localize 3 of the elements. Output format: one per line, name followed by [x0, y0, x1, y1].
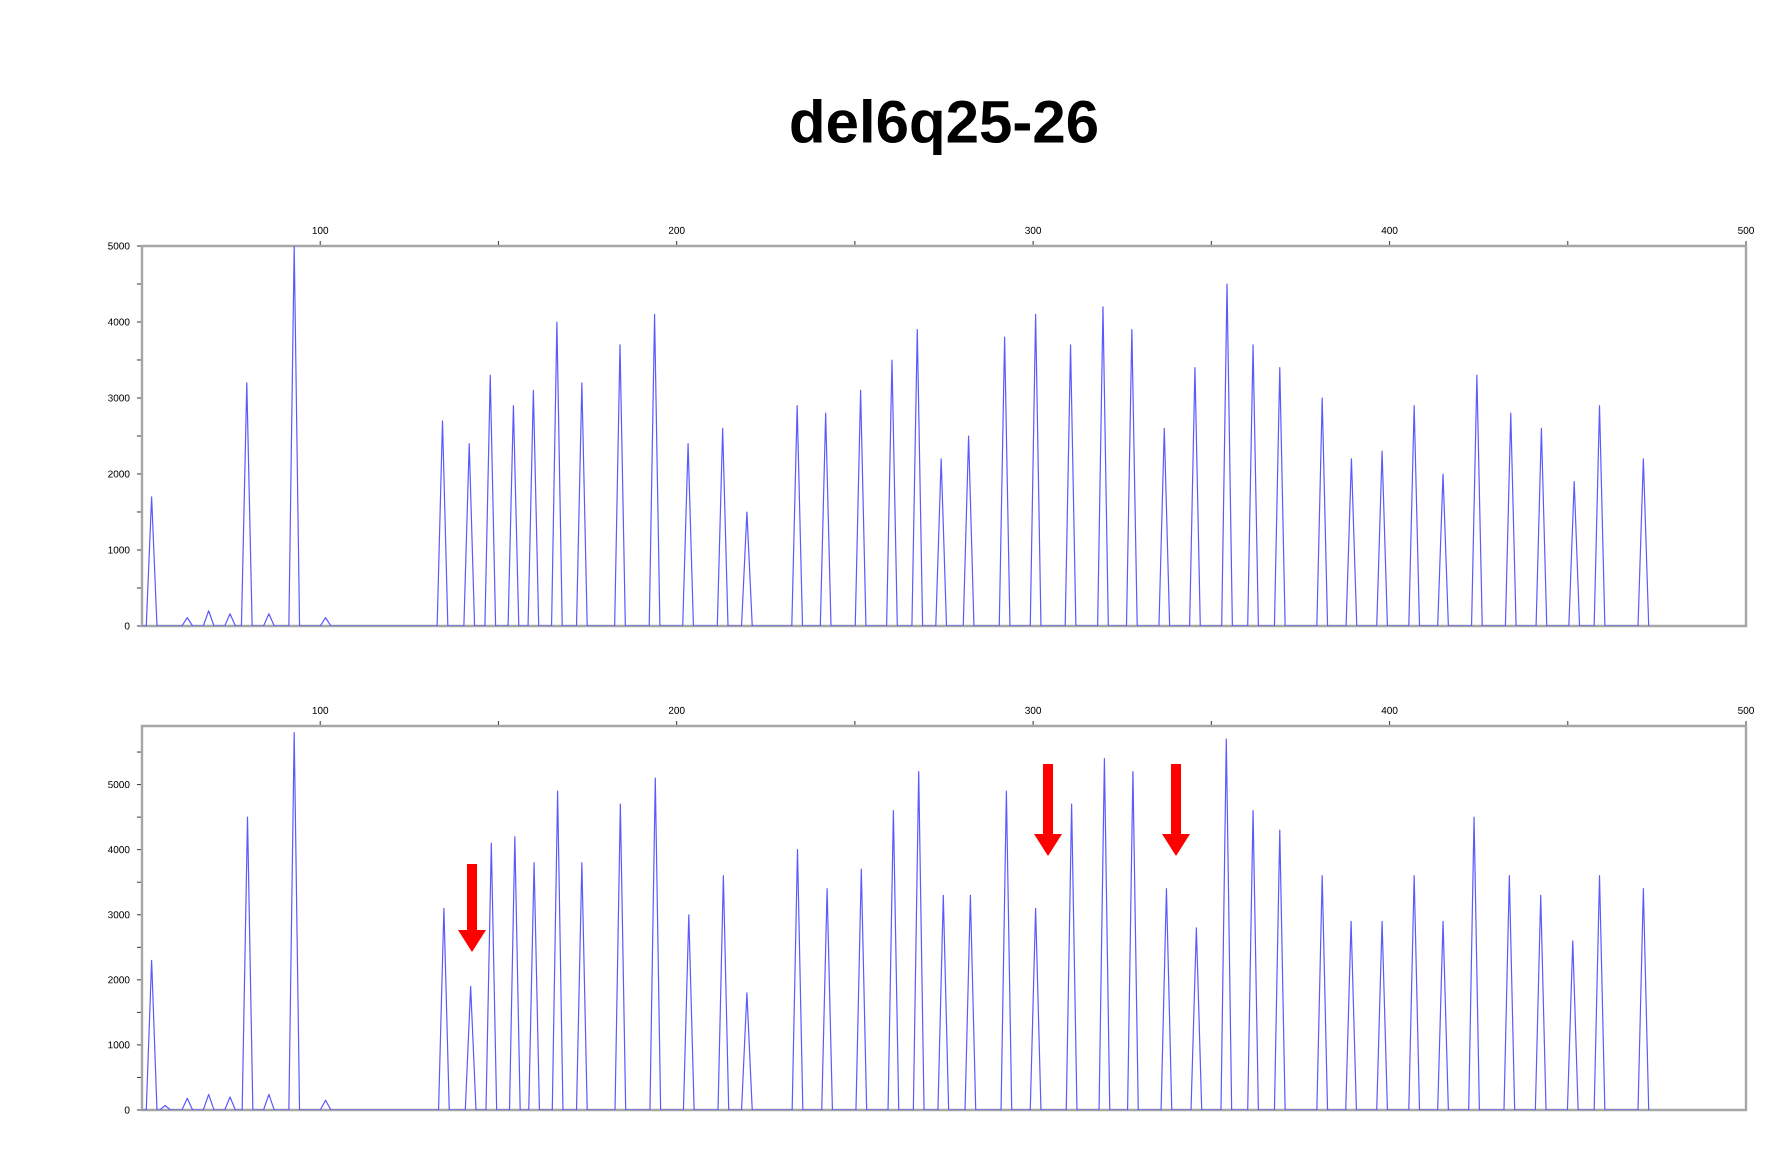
line-series: [142, 246, 1650, 626]
chart-title: del6q25-26: [791, 99, 1097, 155]
line-series: [142, 731, 1650, 1110]
